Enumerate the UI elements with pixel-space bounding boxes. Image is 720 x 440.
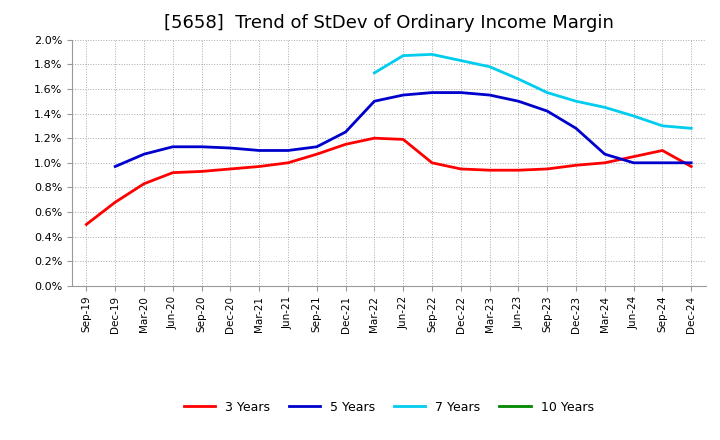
5 Years — [600, 151, 609, 157]
3 Years — [572, 163, 580, 168]
5 Years — [284, 148, 292, 153]
3 Years — [255, 164, 264, 169]
5 Years — [370, 99, 379, 104]
3 Years — [312, 151, 321, 157]
5 Years — [399, 92, 408, 98]
5 Years — [140, 151, 148, 157]
7 Years — [399, 53, 408, 58]
3 Years — [428, 160, 436, 165]
5 Years — [543, 108, 552, 114]
5 Years — [312, 144, 321, 150]
7 Years — [687, 126, 696, 131]
3 Years — [514, 168, 523, 173]
3 Years — [341, 142, 350, 147]
7 Years — [428, 52, 436, 57]
5 Years — [197, 144, 206, 150]
Line: 5 Years: 5 Years — [115, 92, 691, 166]
3 Years — [370, 136, 379, 141]
5 Years — [341, 129, 350, 135]
Title: [5658]  Trend of StDev of Ordinary Income Margin: [5658] Trend of StDev of Ordinary Income… — [164, 15, 613, 33]
5 Years — [428, 90, 436, 95]
5 Years — [572, 126, 580, 131]
5 Years — [687, 160, 696, 165]
7 Years — [514, 77, 523, 82]
3 Years — [687, 164, 696, 169]
3 Years — [284, 160, 292, 165]
5 Years — [514, 99, 523, 104]
Line: 7 Years: 7 Years — [374, 55, 691, 128]
5 Years — [629, 160, 638, 165]
5 Years — [485, 92, 494, 98]
5 Years — [111, 164, 120, 169]
5 Years — [168, 144, 177, 150]
Line: 3 Years: 3 Years — [86, 138, 691, 224]
7 Years — [658, 123, 667, 128]
3 Years — [456, 166, 465, 172]
7 Years — [543, 90, 552, 95]
5 Years — [255, 148, 264, 153]
5 Years — [456, 90, 465, 95]
3 Years — [600, 160, 609, 165]
7 Years — [572, 99, 580, 104]
3 Years — [82, 222, 91, 227]
7 Years — [370, 70, 379, 76]
7 Years — [456, 58, 465, 63]
7 Years — [600, 105, 609, 110]
3 Years — [111, 200, 120, 205]
7 Years — [629, 114, 638, 119]
3 Years — [168, 170, 177, 175]
3 Years — [226, 166, 235, 172]
3 Years — [629, 154, 638, 159]
3 Years — [140, 181, 148, 187]
3 Years — [399, 137, 408, 142]
3 Years — [485, 168, 494, 173]
3 Years — [543, 166, 552, 172]
3 Years — [197, 169, 206, 174]
3 Years — [658, 148, 667, 153]
7 Years — [485, 64, 494, 70]
5 Years — [658, 160, 667, 165]
5 Years — [226, 145, 235, 150]
Legend: 3 Years, 5 Years, 7 Years, 10 Years: 3 Years, 5 Years, 7 Years, 10 Years — [179, 396, 598, 419]
